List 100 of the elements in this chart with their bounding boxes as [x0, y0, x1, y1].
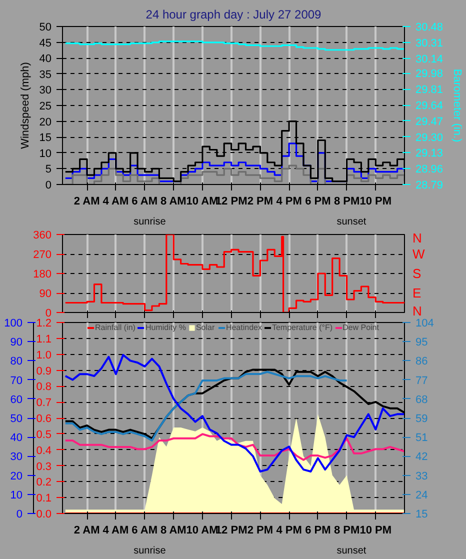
y2-tick-label: 28.79 [416, 180, 444, 192]
chart-title: 24 hour graph day : July 27 2009 [146, 8, 322, 22]
y-tick-label: 15 [39, 132, 52, 144]
x-tick-label: 2 PM [247, 196, 274, 208]
y-tick-label: 1.1 [36, 333, 52, 346]
legend-label: Dew Point [342, 322, 379, 332]
y2-tick-label: 29.13 [416, 148, 444, 160]
text: N [412, 230, 422, 246]
line-series [64, 370, 348, 442]
y-tick-label: 35 [39, 68, 52, 81]
x-tick-label: 4 AM [102, 524, 129, 536]
y-tick-label: 25 [39, 100, 52, 112]
text: N [412, 304, 422, 318]
y2-tick-label: 29.30 [416, 132, 444, 144]
y2-tick-label: 30.48 [416, 22, 444, 34]
legend-label: Temperature (°F) [272, 322, 333, 332]
y2-tick-label: 29.47 [416, 116, 444, 128]
x-tick-label: 10 AM [186, 196, 218, 208]
y3-tick-label: 15 [416, 508, 428, 520]
y-tick-label: 10 [39, 148, 52, 160]
y-tick-label: 0 [45, 308, 52, 320]
y-tick-label: 0.9 [36, 365, 52, 378]
text: W [412, 246, 426, 262]
y2-tick-label: 10 [10, 489, 23, 502]
y3-tick-label: 51 [416, 432, 428, 444]
y3-tick-label: 77 [416, 374, 428, 387]
x-tick-label: 2 AM [74, 196, 100, 208]
y-tick-label: 0.8 [36, 381, 52, 394]
x-tick-label: 8 PM [334, 524, 360, 536]
y-tick-label: 0.0 [36, 508, 52, 520]
y2-tick-label: 40 [10, 432, 23, 444]
y3-tick-label: 104 [416, 318, 434, 330]
x-tick-label: 8 AM [160, 196, 186, 208]
x-tick-label: 10 AM [186, 524, 218, 536]
x-tick-label: 4 PM [276, 196, 302, 208]
y3-tick-label: 59 [416, 413, 428, 425]
legend-label: Heatindex [226, 322, 262, 332]
y-tick-label: 1.0 [36, 349, 52, 362]
x-tick-label: 8 PM [334, 196, 360, 208]
text: sunset [336, 546, 366, 556]
text: S [412, 266, 422, 281]
y-tick-label: 1.2 [36, 318, 52, 330]
y2-tick-label: 28.96 [416, 164, 444, 176]
y-tick-label: 0.3 [36, 460, 52, 473]
x-tick-label: 4 PM [276, 524, 302, 536]
text: E [412, 286, 422, 300]
x-tick-label: 6 PM [305, 524, 331, 536]
line-series [64, 433, 404, 461]
y-tick-label: 0.5 [36, 428, 52, 441]
legend-label: Humidity % [145, 322, 186, 332]
y2-tick-label: 100 [4, 318, 23, 330]
x-tick-label: 8 AM [160, 524, 186, 536]
y3-tick-label: 42 [416, 451, 428, 464]
x-tick-label: 6 PM [305, 196, 331, 208]
y3-tick-label: 86 [416, 356, 428, 368]
x-tick-label: 2 PM [247, 524, 274, 536]
y-tick-label: 30 [39, 84, 52, 97]
y2-tick-label: 30.31 [416, 37, 444, 50]
y-tick-label: 180 [33, 268, 52, 280]
y3-tick-label: 68 [416, 394, 428, 406]
y2-tick-label: 20 [10, 470, 23, 482]
y-tick-label: 45 [39, 37, 52, 50]
line-series [64, 354, 404, 472]
y-tick-label: 360 [33, 230, 52, 242]
x-tick-label: 6 AM [132, 524, 158, 536]
y3-tick-label: 33 [416, 470, 428, 482]
legend-label: Rainfall (in) [95, 322, 136, 332]
x-tick-label: 10 PM [360, 196, 392, 208]
y2-tick-label: 29.64 [416, 100, 444, 112]
y2-tick-label: 29.98 [416, 68, 444, 80]
x-tick-label: 6 AM [132, 196, 158, 208]
legend-label: Solar [196, 322, 216, 332]
y-tick-label: 50 [39, 22, 52, 34]
y2-tick-label: 60 [10, 394, 23, 406]
y2-tick-label: 70 [10, 374, 23, 387]
y-tick-label: 40 [39, 53, 52, 66]
x-tick-label: 10 PM [360, 524, 392, 536]
y2-tick-label: 29.81 [416, 84, 444, 96]
y-tick-label: 20 [39, 116, 52, 128]
y-tick-label: 0.1 [36, 492, 52, 505]
y2-tick-label: 50 [10, 413, 23, 425]
text: sunrise [134, 546, 166, 556]
y-tick-label: 0.4 [36, 444, 52, 457]
text: sunrise [134, 216, 166, 228]
y-tick-label: 270 [33, 249, 52, 261]
y2-tick-label: 30 [10, 451, 23, 464]
y-axis-title: Windspeed (mph) [19, 62, 32, 149]
y-tick-label: 0 [45, 180, 52, 192]
y2-tick-label: 80 [10, 356, 23, 368]
x-tick-label: 2 AM [74, 524, 100, 536]
y-tick-label: 0.6 [36, 413, 52, 425]
y3-tick-label: 24 [416, 489, 428, 502]
x-tick-label: 4 AM [102, 196, 129, 208]
y-tick-label: 0.7 [36, 397, 52, 410]
y2-tick-label: 30.14 [416, 53, 444, 66]
y2-tick-label: 0 [16, 508, 23, 520]
y-tick-label: 5 [45, 164, 52, 176]
y2-axis-title: Barometer (in.) [451, 68, 464, 142]
y3-tick-label: 95 [416, 336, 428, 349]
y2-tick-label: 90 [10, 336, 23, 349]
